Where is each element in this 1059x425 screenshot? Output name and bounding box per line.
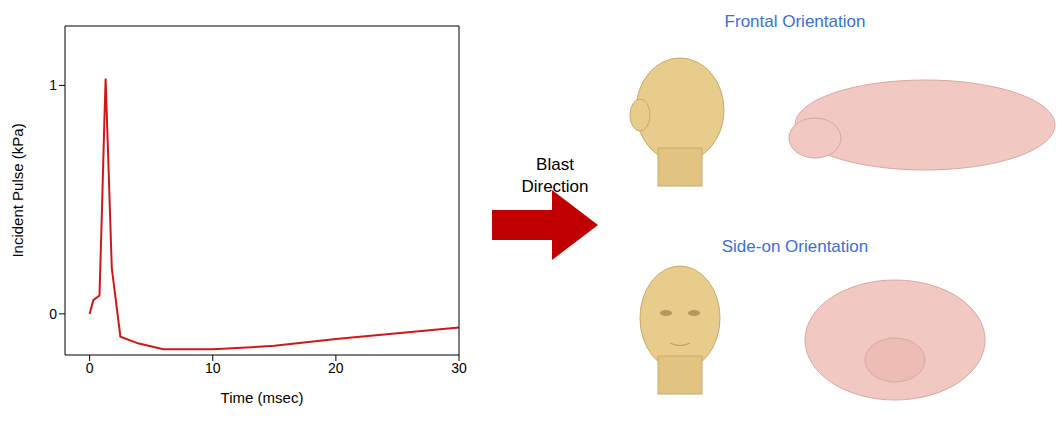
svg-text:BlastDirection: BlastDirection <box>521 155 588 196</box>
svg-text:Incident Pulse (kPa): Incident Pulse (kPa) <box>9 123 26 257</box>
svg-text:10: 10 <box>205 360 221 376</box>
svg-text:30: 30 <box>451 360 467 376</box>
svg-text:1: 1 <box>49 77 57 93</box>
svg-text:Frontal Orientation: Frontal Orientation <box>725 12 866 31</box>
svg-text:0: 0 <box>86 360 94 376</box>
svg-text:0: 0 <box>49 306 57 322</box>
svg-text:20: 20 <box>328 360 344 376</box>
svg-text:Time (msec): Time (msec) <box>221 389 304 406</box>
svg-text:Side-on Orientation: Side-on Orientation <box>722 237 868 256</box>
